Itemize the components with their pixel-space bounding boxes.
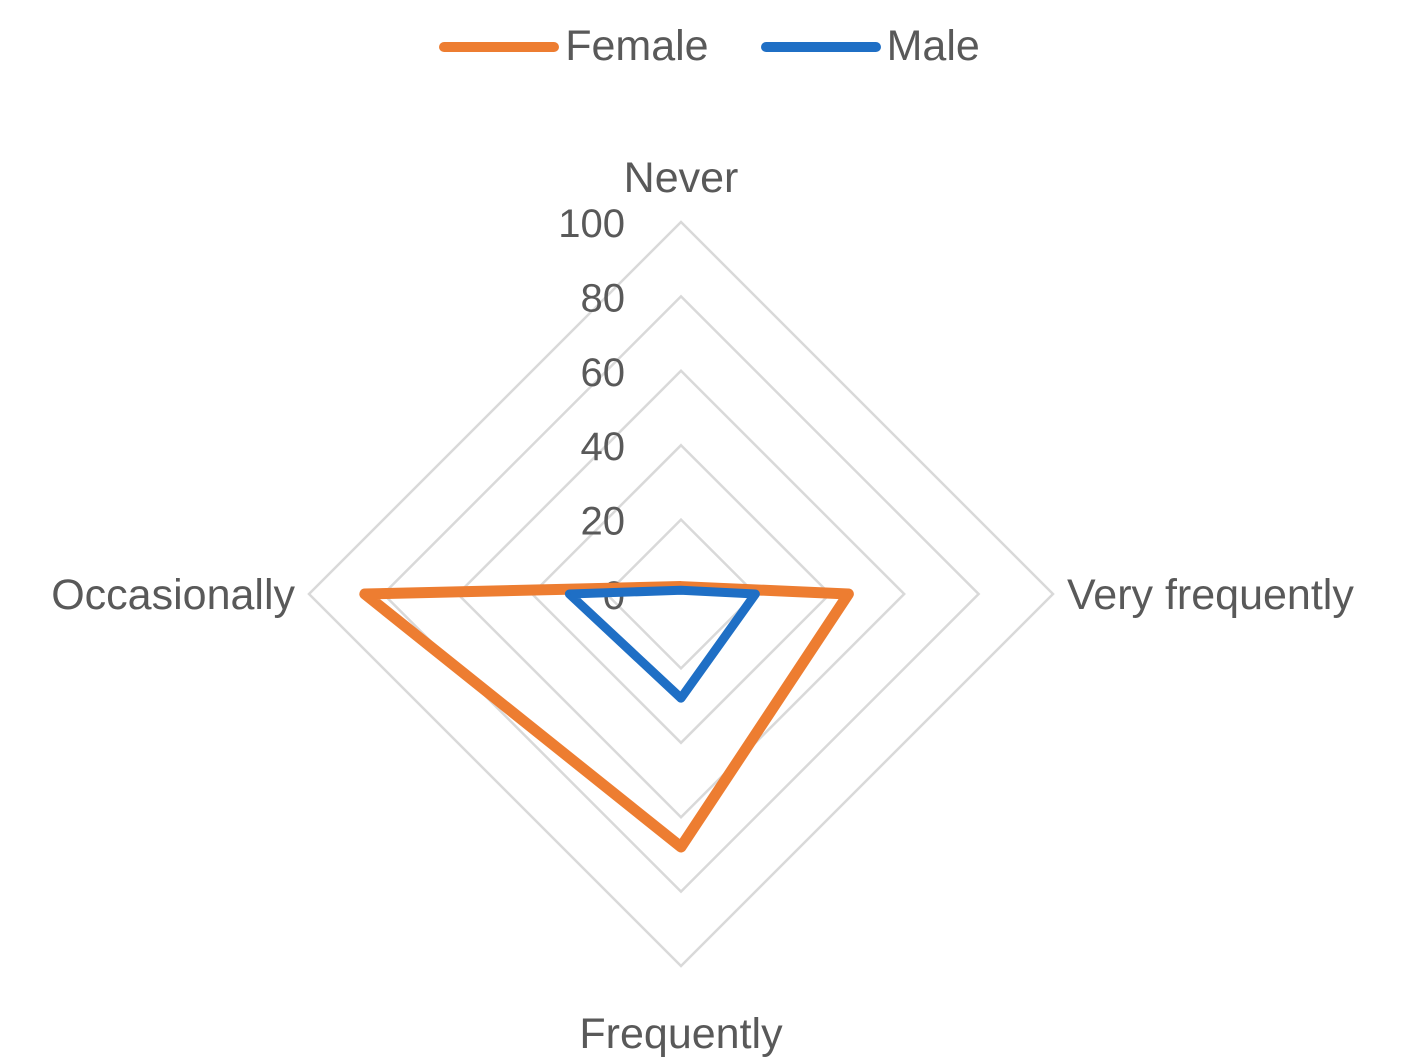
data-point-female [363,593,366,595]
data-point-female [847,593,850,595]
category-label: Frequently [579,1010,783,1058]
legend-swatch-female [439,41,560,52]
legend-label-male: Male [886,22,980,70]
grid-ring-5 [307,220,1055,968]
tick-label: 60 [581,351,626,395]
tick-label: 40 [581,425,626,469]
grid-ring-4 [381,294,981,894]
tick-label: 20 [581,500,626,544]
data-point-male [754,593,757,595]
grid-ring-1 [604,517,758,671]
category-label: Very frequently [1067,571,1354,619]
tick-label: 100 [558,202,625,246]
grid-ring-2 [530,443,832,745]
legend: Female Male [0,22,1419,71]
series-line-male [564,585,760,703]
data-point-female [680,845,682,848]
tick-label: 80 [581,276,626,320]
data-point-male [568,593,571,595]
legend-entry-male: Male [760,22,980,71]
data-point-male [680,589,682,592]
category-label: Occasionally [51,571,295,619]
legend-label-female: Female [565,22,709,70]
category-label: Never [624,154,739,202]
legend-entry-female: Female [439,22,709,71]
data-point-male [680,697,682,700]
legend-swatch-male [760,41,881,52]
grid-ring-3 [456,369,906,819]
